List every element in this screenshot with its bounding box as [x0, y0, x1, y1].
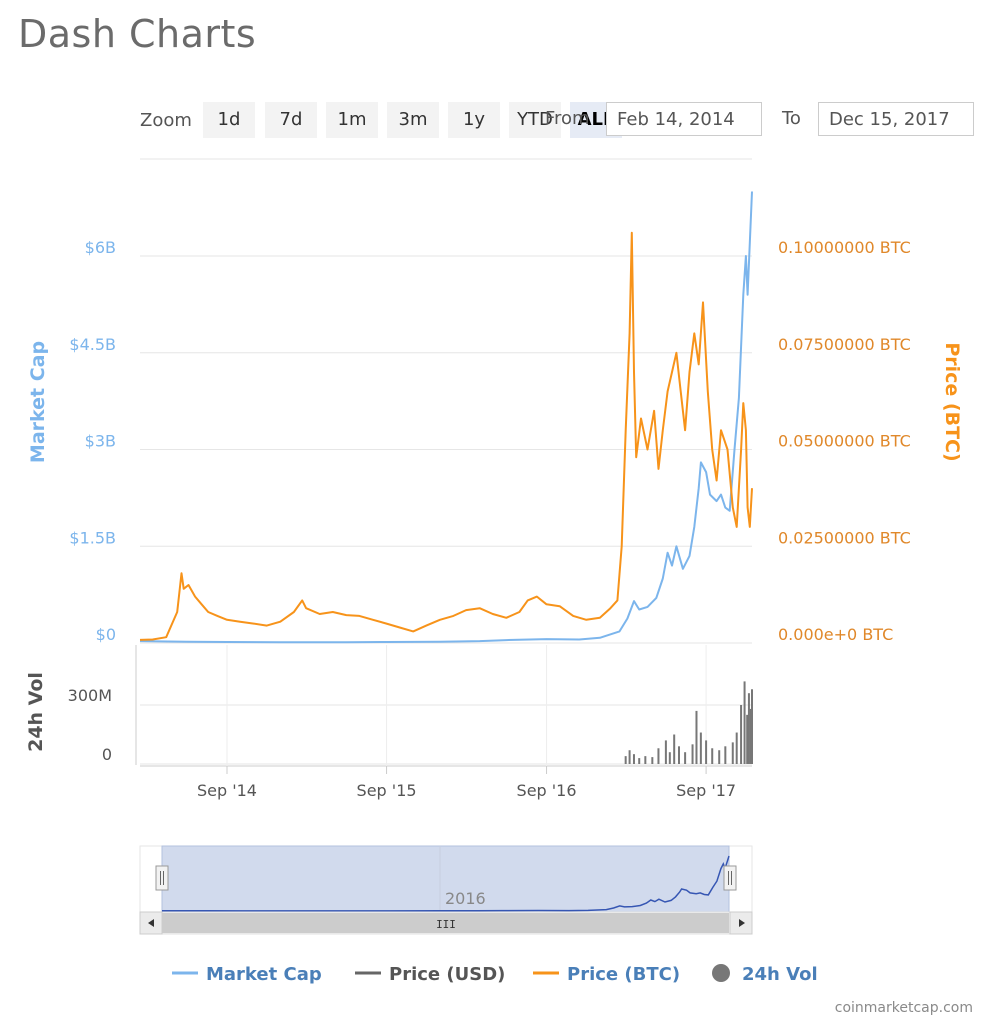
legend-circle-icon: [712, 964, 730, 982]
dash-chart: $0 $1.5B $3B $4.5B $6B 0.000e+0 BTC 0.0250000…: [25, 158, 963, 985]
volume-bar: [747, 693, 750, 764]
volume-bar: [644, 756, 647, 764]
volume-bar: [632, 754, 635, 764]
legend-label-price-btc: Price (BTC): [567, 964, 680, 985]
scrollbar-thumb[interactable]: [162, 913, 729, 933]
arrow-right-icon: [739, 919, 745, 927]
zoom-1m-button[interactable]: 1m: [326, 102, 378, 138]
navigator[interactable]: 2016: [139, 845, 753, 913]
market-cap-tick-label: $4.5B: [69, 335, 116, 354]
to-date-input[interactable]: [818, 102, 974, 136]
volume-axis: 0 300M: [68, 686, 112, 764]
x-axis: Sep '14 Sep '15 Sep '16 Sep '17: [197, 766, 736, 800]
navigator-left-handle[interactable]: [155, 865, 169, 891]
price-btc-tick-label: 0.07500000 BTC: [778, 335, 911, 354]
price-btc-tick-label: 0.02500000 BTC: [778, 528, 911, 547]
zoom-ytd-button[interactable]: YTD: [509, 102, 561, 138]
volume-bar: [668, 752, 671, 764]
volume-bar: [731, 742, 734, 764]
legend-item-price-usd[interactable]: Price (USD): [355, 964, 505, 985]
legend-item-24h-vol[interactable]: 24h Vol: [712, 964, 818, 985]
zoom-1y-button[interactable]: 1y: [448, 102, 500, 138]
x-tick-label: Sep '15: [357, 781, 417, 800]
market-cap-axis-title: Market Cap: [27, 341, 49, 463]
volume-bar: [735, 732, 738, 764]
volume-tick-label: 0: [102, 745, 112, 764]
navigator-mask[interactable]: [161, 845, 730, 913]
volume-bar: [740, 705, 743, 764]
volume-bar: [664, 740, 667, 764]
zoom-3m-button[interactable]: 3m: [387, 102, 439, 138]
volume-bar: [749, 708, 752, 764]
from-date-input[interactable]: [606, 102, 762, 136]
volume-bar: [673, 734, 676, 764]
volume-tick-label: 300M: [68, 686, 112, 705]
market-cap-series-line: [139, 191, 753, 644]
from-label: From: [545, 108, 590, 129]
volume-axis-title: 24h Vol: [25, 672, 47, 752]
legend-item-price-btc[interactable]: Price (BTC): [533, 964, 680, 985]
price-btc-axis: 0.000e+0 BTC 0.02500000 BTC 0.05000000 BTC…: [778, 238, 911, 644]
price-btc-tick-label: 0.05000000 BTC: [778, 432, 911, 451]
volume-bar: [724, 746, 727, 764]
volume-bar: [624, 756, 627, 764]
price-btc-series-line: [139, 231, 753, 641]
volume-bar: [746, 714, 749, 764]
volume-bar: [751, 689, 753, 764]
market-cap-tick-label: $1.5B: [69, 528, 116, 547]
legend-item-market-cap[interactable]: Market Cap: [172, 964, 322, 985]
scroll-left-button[interactable]: [139, 911, 163, 935]
price-btc-tick-label: 0.10000000 BTC: [778, 238, 911, 257]
volume-bar: [684, 752, 687, 764]
legend: Market Cap Price (USD) Price (BTC) 24h V…: [172, 964, 818, 985]
volume-bar: [718, 750, 721, 764]
legend-label-price-usd: Price (USD): [389, 964, 505, 985]
market-cap-tick-label: $3B: [85, 432, 116, 451]
to-label: To: [782, 108, 801, 129]
volume-bar: [677, 746, 680, 764]
arrow-left-icon: [148, 919, 154, 927]
zoom-7d-button[interactable]: 7d: [265, 102, 317, 138]
x-tick-label: Sep '16: [517, 781, 577, 800]
volume-bar: [695, 710, 698, 764]
legend-label-market-cap: Market Cap: [206, 964, 322, 985]
credit-link[interactable]: coinmarketcap.com: [834, 1000, 973, 1016]
volume-bar: [657, 748, 660, 764]
volume-bar: [628, 750, 631, 764]
navigator-series-line: [162, 855, 730, 912]
price-btc-axis-title: Price (BTC): [941, 342, 963, 461]
legend-label-24h-vol: 24h Vol: [742, 964, 818, 985]
volume-bar: [699, 732, 702, 764]
volume-bar: [638, 758, 641, 764]
volume-bar: [743, 681, 746, 764]
price-btc-tick-label: 0.000e+0 BTC: [778, 625, 893, 644]
zoom-label: Zoom: [140, 110, 192, 131]
scrollbar-grip: III: [436, 918, 456, 931]
volume-bar: [711, 748, 714, 764]
x-tick-label: Sep '17: [676, 781, 736, 800]
volume-bar: [705, 740, 708, 764]
navigator-year-label: 2016: [445, 889, 486, 908]
market-cap-axis: $0 $1.5B $3B $4.5B $6B: [69, 238, 116, 644]
volume-bar: [651, 757, 654, 764]
volume-bar: [691, 744, 694, 764]
market-cap-tick-label: $0: [96, 625, 116, 644]
navigator-scrollbar[interactable]: III: [139, 911, 753, 935]
chart-grid: [135, 158, 752, 767]
scroll-right-button[interactable]: [729, 911, 753, 935]
zoom-1d-button[interactable]: 1d: [203, 102, 255, 138]
navigator-right-handle[interactable]: [723, 865, 737, 891]
market-cap-tick-label: $6B: [85, 238, 116, 257]
page-title: Dash Charts: [18, 12, 257, 56]
x-tick-label: Sep '14: [197, 781, 257, 800]
series-layer: [139, 191, 753, 764]
